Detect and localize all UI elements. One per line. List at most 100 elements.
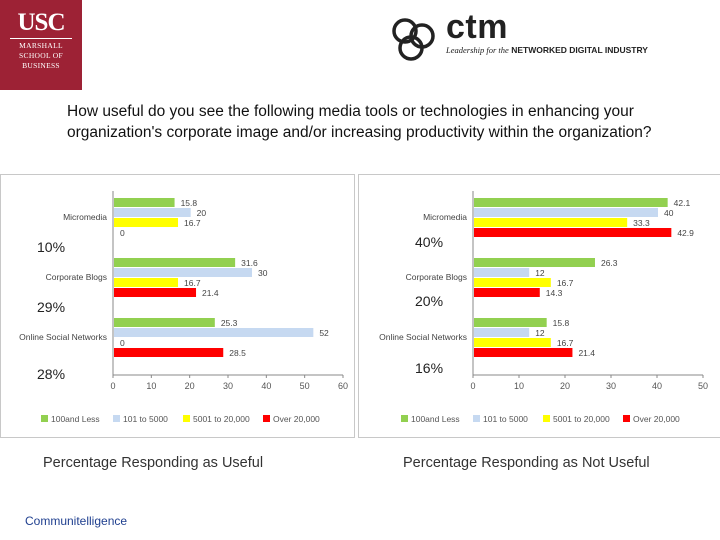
usc-logo-line: MARSHALL <box>19 41 63 50</box>
overlay-percent-right: 16% <box>412 359 447 377</box>
bar <box>114 198 175 207</box>
bar <box>474 228 672 237</box>
legend-label: Over 20,000 <box>273 414 320 424</box>
usc-logo-line: SCHOOL OF <box>19 51 63 60</box>
legend-label: 100and Less <box>411 414 460 424</box>
bar <box>474 278 551 287</box>
category-label: Online Social Networks <box>379 332 467 342</box>
bar-value-label: 31.6 <box>241 258 258 268</box>
bar-value-label: 26.3 <box>601 258 618 268</box>
not-useful-chart: 0 10 20 30 40 50Micromedia42.14033.342.9Corpo… <box>379 191 708 424</box>
bar-value-label: 12 <box>535 268 545 278</box>
bar <box>474 208 658 217</box>
category-label: Micromedia <box>63 212 107 222</box>
x-tick-label: 10 <box>146 381 156 391</box>
survey-question: How useful do you see the following medi… <box>67 103 652 141</box>
legend-swatch <box>623 415 630 422</box>
usc-logo-main: USC <box>17 9 65 36</box>
x-tick-label: 40 <box>652 381 662 391</box>
bar-value-label: 16.7 <box>557 278 574 288</box>
usc-logo-line: BUSINESS <box>22 61 60 70</box>
bar-value-label: 16.7 <box>557 338 574 348</box>
x-tick-label: 40 <box>261 381 271 391</box>
bar <box>114 288 197 297</box>
legend-label: 101 to 5000 <box>483 414 528 424</box>
bar-value-label: 20 <box>197 208 207 218</box>
bar <box>474 288 540 297</box>
x-tick-label: 30 <box>606 381 616 391</box>
overlay-percent-right: 20% <box>412 292 447 310</box>
bar <box>474 258 595 267</box>
bar <box>114 328 314 337</box>
legend-swatch <box>263 415 270 422</box>
legend-label: 5001 to 20,000 <box>553 414 610 424</box>
bar-value-label: 12 <box>535 328 545 338</box>
category-label: Corporate Blogs <box>406 272 467 282</box>
legend-label: 5001 to 20,000 <box>193 414 250 424</box>
bar-value-label: 33.3 <box>633 218 650 228</box>
bar-value-label: 16.7 <box>184 278 201 288</box>
x-tick-label: 10 <box>514 381 524 391</box>
bar <box>474 198 668 207</box>
bar <box>114 208 191 217</box>
bar-value-label: 15.8 <box>553 318 570 328</box>
x-tick-label: 60 <box>338 381 348 391</box>
bar-value-label: 15.8 <box>181 198 198 208</box>
bar-value-label: 0 <box>120 338 125 348</box>
legend-swatch <box>113 415 120 422</box>
bar <box>114 318 215 327</box>
overlay-percent-right: 40% <box>412 233 447 251</box>
bar <box>474 348 573 357</box>
overlay-percent-left: 28% <box>34 365 69 383</box>
bar-value-label: 21.4 <box>578 348 595 358</box>
bar-value-label: 25.3 <box>221 318 238 328</box>
bar <box>114 348 224 357</box>
legend-swatch <box>543 415 550 422</box>
overlay-percent-left: 10% <box>34 238 69 256</box>
x-tick-label: 0 <box>470 381 475 391</box>
bar-value-label: 42.1 <box>674 198 691 208</box>
legend-swatch <box>401 415 408 422</box>
x-tick-label: 30 <box>223 381 233 391</box>
category-label: Online Social Networks <box>19 332 107 342</box>
bar <box>474 328 530 337</box>
bar-value-label: 30 <box>258 268 268 278</box>
x-tick-label: 20 <box>185 381 195 391</box>
bar-value-label: 16.7 <box>184 218 201 228</box>
legend-label: Over 20,000 <box>633 414 680 424</box>
ctm-circles-icon <box>392 18 435 61</box>
usc-marshall-logo: USC MARSHALL SCHOOL OF BUSINESS <box>0 0 82 90</box>
legend-swatch <box>183 415 190 422</box>
legend-swatch <box>473 415 480 422</box>
ctm-wordmark: ctm <box>446 8 508 46</box>
bar <box>114 218 179 227</box>
bar <box>474 338 551 347</box>
footer-source: Communitelligence <box>25 514 128 528</box>
bar <box>474 218 628 227</box>
bar-value-label: 21.4 <box>202 288 219 298</box>
bar <box>474 318 547 327</box>
ctm-logo: ctm Leadership for the NETWORKED DIGITAL… <box>390 8 710 64</box>
legend-label: 100and Less <box>51 414 100 424</box>
overlay-percent-left: 29% <box>34 298 69 316</box>
bar-value-label: 0 <box>120 228 125 238</box>
bar <box>114 268 252 277</box>
ctm-tagline: Leadership for the NETWORKED DIGITAL IND… <box>446 45 648 55</box>
x-tick-label: 50 <box>300 381 310 391</box>
useful-chart: 0 10 20 30 40 50 60Micromedia15.82016.70Corpor… <box>19 191 348 424</box>
legend-swatch <box>41 415 48 422</box>
bar-value-label: 42.9 <box>677 228 694 238</box>
bar <box>474 268 530 277</box>
x-tick-label: 20 <box>560 381 570 391</box>
bar-value-label: 14.3 <box>546 288 563 298</box>
x-tick-label: 0 <box>110 381 115 391</box>
legend-label: 101 to 5000 <box>123 414 168 424</box>
bar-value-label: 52 <box>319 328 329 338</box>
bar <box>114 278 179 287</box>
caption-not-useful: Percentage Responding as Not Useful <box>403 455 650 471</box>
category-label: Corporate Blogs <box>46 272 107 282</box>
bar-value-label: 28.5 <box>229 348 246 358</box>
bar <box>114 258 236 267</box>
x-tick-label: 50 <box>698 381 708 391</box>
caption-useful: Percentage Responding as Useful <box>43 455 264 471</box>
